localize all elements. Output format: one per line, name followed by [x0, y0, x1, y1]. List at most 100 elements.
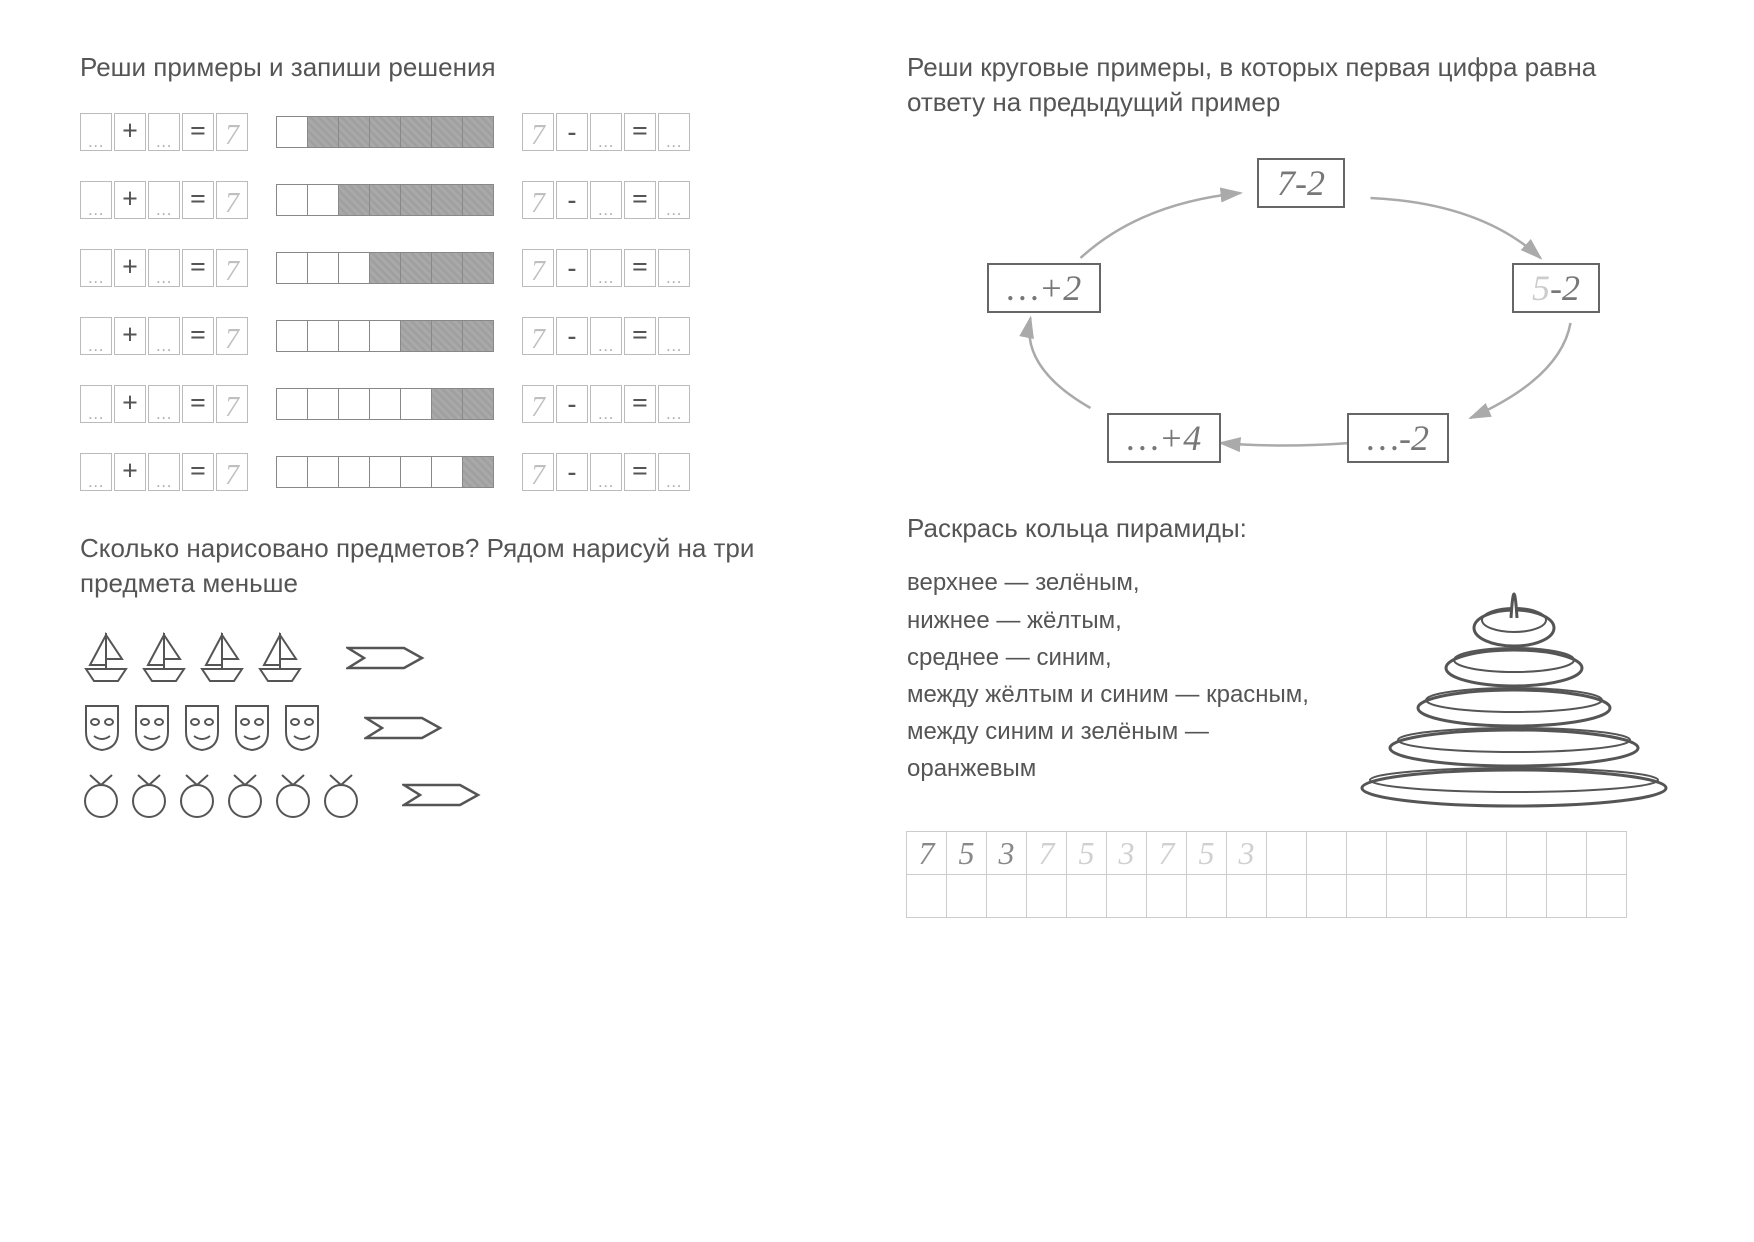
- color-strip: [276, 116, 494, 148]
- eq-cell: -: [556, 453, 588, 491]
- count-rows: [80, 629, 847, 836]
- mask-icon: [230, 702, 274, 759]
- equation-box: 7-=: [522, 453, 690, 491]
- strip-cell: [307, 252, 339, 284]
- boat-icon: [196, 629, 248, 692]
- section2-title: Сколько нарисовано предметов? Рядом нари…: [80, 531, 847, 601]
- equation-rows: +=77-=+=77-=+=77-=+=77-=+=77-=+=77-=: [80, 113, 847, 521]
- strip-cell: [276, 252, 308, 284]
- eq-cell: =: [624, 181, 656, 219]
- strip-cell: [369, 116, 401, 148]
- writing-col: [1427, 832, 1467, 918]
- strip-cell: [307, 116, 339, 148]
- count-row: [80, 629, 847, 692]
- equation-box: 7-=: [522, 181, 690, 219]
- eq-cell: [658, 249, 690, 287]
- section3-title: Реши круговые примеры, в которых первая …: [907, 50, 1674, 120]
- strip-cell: [276, 116, 308, 148]
- eq-cell: [148, 453, 180, 491]
- strip-cell: [369, 456, 401, 488]
- boat-icon: [138, 629, 190, 692]
- strip-cell: [369, 320, 401, 352]
- count-row: [80, 769, 847, 826]
- eq-cell: [148, 385, 180, 423]
- eq-cell: [590, 385, 622, 423]
- writing-cell: [1586, 831, 1627, 875]
- strip-cell: [276, 388, 308, 420]
- circle-box-tr: 5-2: [1512, 263, 1600, 313]
- writing-cell: 3: [986, 831, 1027, 875]
- writing-col: 3: [987, 832, 1027, 918]
- eq-cell: 7: [522, 317, 554, 355]
- pyramid-text: Раскрась кольца пирамиды: верхнее — зелё…: [907, 508, 1334, 808]
- strip-cell: [462, 116, 494, 148]
- writing-cell: [1346, 831, 1387, 875]
- pyramid-icon: [1354, 508, 1674, 808]
- strip-cell: [462, 184, 494, 216]
- equation-box: +=7: [80, 113, 248, 151]
- strip-cell: [400, 116, 432, 148]
- eq-cell: +: [114, 181, 146, 219]
- writing-col: 3: [1107, 832, 1147, 918]
- eq-cell: 7: [216, 453, 248, 491]
- equation-box: 7-=: [522, 385, 690, 423]
- color-strip: [276, 388, 494, 420]
- strip-cell: [431, 456, 463, 488]
- ball-icon: [320, 769, 362, 826]
- writing-col: 3: [1227, 832, 1267, 918]
- eq-cell: 7: [216, 385, 248, 423]
- eq-cell: +: [114, 385, 146, 423]
- eq-cell: =: [182, 113, 214, 151]
- eq-cell: [148, 113, 180, 151]
- writing-col: [1547, 832, 1587, 918]
- strip-cell: [276, 320, 308, 352]
- strip-cell: [462, 252, 494, 284]
- writing-cell: [1066, 874, 1107, 918]
- writing-col: 7: [1147, 832, 1187, 918]
- equation-row: +=77-=: [80, 317, 847, 355]
- eq-cell: [590, 113, 622, 151]
- writing-cell: [1266, 831, 1307, 875]
- eq-cell: =: [624, 385, 656, 423]
- worksheet-page: Реши примеры и запиши решения +=77-=+=77…: [0, 0, 1754, 1242]
- writing-cell: [986, 874, 1027, 918]
- strip-cell: [431, 320, 463, 352]
- boat-icon: [80, 629, 132, 692]
- eq-cell: [590, 317, 622, 355]
- ball-icon: [176, 769, 218, 826]
- strip-cell: [338, 116, 370, 148]
- eq-cell: =: [182, 181, 214, 219]
- eq-cell: [80, 317, 112, 355]
- eq-cell: -: [556, 385, 588, 423]
- eq-cell: [148, 181, 180, 219]
- circle-box-bl: …+4: [1107, 413, 1221, 463]
- equation-box: +=7: [80, 453, 248, 491]
- strip-cell: [400, 252, 432, 284]
- writing-cell: [1386, 831, 1427, 875]
- writing-cell: [1346, 874, 1387, 918]
- equation-box: +=7: [80, 249, 248, 287]
- mask-icon: [80, 702, 124, 759]
- writing-cell: 3: [1106, 831, 1147, 875]
- writing-cell: [946, 874, 987, 918]
- strip-cell: [338, 388, 370, 420]
- writing-col: 5: [947, 832, 987, 918]
- strip-cell: [276, 184, 308, 216]
- pyr-line: между синим и зелёным — оранжевым: [907, 713, 1334, 787]
- strip-cell: [369, 252, 401, 284]
- eq-cell: -: [556, 249, 588, 287]
- writing-cell: 7: [1026, 831, 1067, 875]
- equation-row: +=77-=: [80, 249, 847, 287]
- writing-col: 7: [907, 832, 947, 918]
- eq-cell: 7: [216, 113, 248, 151]
- writing-cell: [1106, 874, 1147, 918]
- writing-cell: [1466, 874, 1507, 918]
- ball-icon: [80, 769, 122, 826]
- writing-cell: [1506, 874, 1547, 918]
- writing-cell: [906, 874, 947, 918]
- ball-icon: [224, 769, 266, 826]
- equation-box: +=7: [80, 181, 248, 219]
- writing-cell: 5: [1186, 831, 1227, 875]
- shape-group: [80, 702, 324, 759]
- eq-cell: 7: [216, 249, 248, 287]
